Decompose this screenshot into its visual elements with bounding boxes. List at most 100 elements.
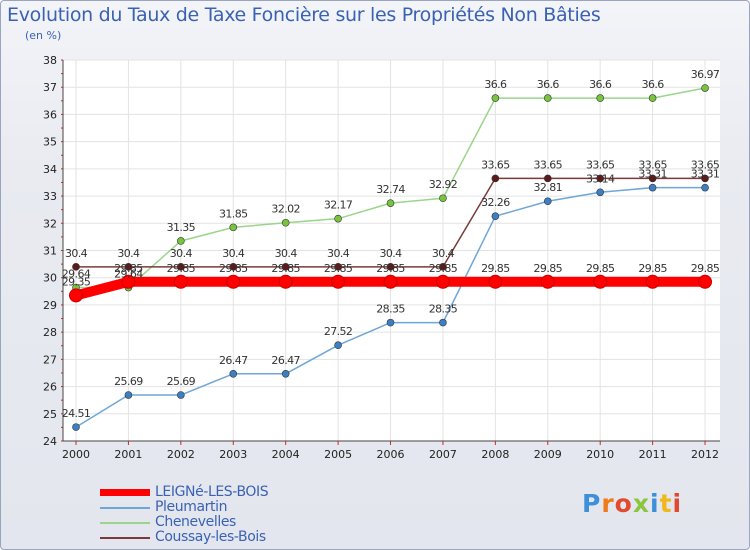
data-label: 25.69 bbox=[114, 375, 143, 388]
data-point bbox=[278, 274, 293, 289]
x-tick-label: 2010 bbox=[586, 448, 614, 461]
data-point bbox=[177, 237, 185, 245]
data-point bbox=[331, 274, 346, 289]
x-tick-label: 2004 bbox=[272, 448, 300, 461]
data-label: 31.85 bbox=[219, 207, 248, 220]
data-label: 25.69 bbox=[167, 375, 196, 388]
data-point bbox=[69, 288, 83, 303]
x-tick-label: 2006 bbox=[377, 448, 405, 461]
y-tick-label: 28 bbox=[43, 326, 57, 339]
data-label: 29.85 bbox=[534, 262, 563, 275]
data-label: 28.35 bbox=[429, 303, 458, 316]
data-point bbox=[645, 274, 660, 289]
data-point bbox=[281, 218, 290, 227]
legend-swatch-chenevelles bbox=[100, 522, 150, 524]
data-label: 36.6 bbox=[642, 78, 665, 91]
data-label: 29.64 bbox=[114, 268, 143, 281]
data-label: 29.85 bbox=[376, 262, 405, 275]
data-label: 32.17 bbox=[324, 199, 353, 212]
data-label: 36.97 bbox=[691, 68, 720, 81]
data-label: 32.26 bbox=[481, 196, 510, 209]
data-point bbox=[596, 174, 605, 183]
data-point bbox=[386, 318, 395, 327]
data-point bbox=[701, 183, 709, 192]
x-tick-label: 2000 bbox=[62, 448, 90, 461]
data-label: 33.65 bbox=[481, 158, 510, 171]
data-label: 32.02 bbox=[271, 203, 300, 216]
data-point bbox=[124, 263, 133, 271]
y-tick-label: 32 bbox=[43, 217, 57, 230]
data-label: 32.92 bbox=[429, 178, 458, 191]
data-point bbox=[439, 194, 447, 203]
data-point bbox=[334, 263, 342, 271]
legend-label-coussay: Coussay-les-Bois bbox=[155, 529, 266, 545]
data-point bbox=[593, 274, 608, 289]
data-point bbox=[488, 274, 503, 289]
legend-label-pleumartin: Pleumartin bbox=[155, 499, 228, 515]
data-label: 36.6 bbox=[537, 78, 560, 91]
proxiti-logo: Proxiti bbox=[582, 489, 683, 518]
data-label: 30.4 bbox=[327, 247, 350, 260]
data-label: 29.85 bbox=[271, 262, 300, 275]
data-label: 29.85 bbox=[219, 262, 248, 275]
data-point bbox=[334, 214, 342, 223]
data-label: 33.65 bbox=[691, 158, 720, 171]
data-label: 29.85 bbox=[429, 262, 458, 275]
data-point bbox=[173, 274, 188, 289]
data-point bbox=[72, 423, 80, 431]
data-point bbox=[124, 391, 133, 399]
data-point bbox=[698, 274, 713, 289]
y-tick-label: 36 bbox=[43, 108, 57, 121]
data-label: 29.35 bbox=[62, 275, 91, 288]
y-tick-label: 33 bbox=[43, 190, 57, 203]
data-label: 24.51 bbox=[62, 407, 91, 420]
data-point bbox=[543, 94, 552, 102]
data-point bbox=[281, 263, 290, 271]
y-tick-label: 25 bbox=[43, 408, 57, 421]
data-point bbox=[540, 274, 555, 289]
data-point bbox=[177, 263, 185, 271]
data-point bbox=[177, 391, 185, 399]
y-tick-label: 24 bbox=[43, 435, 57, 448]
data-point bbox=[543, 174, 552, 183]
data-label: 30.4 bbox=[117, 247, 140, 260]
data-point bbox=[383, 274, 398, 289]
data-label: 36.6 bbox=[589, 78, 612, 91]
data-label: 32.81 bbox=[534, 181, 563, 194]
legend-label-chenevelles: Chenevelles bbox=[155, 514, 236, 530]
data-label: 33.65 bbox=[638, 158, 667, 171]
y-tick-label: 37 bbox=[43, 81, 57, 94]
data-label: 29.85 bbox=[167, 262, 196, 275]
data-point bbox=[229, 369, 238, 378]
data-label: 31.35 bbox=[167, 221, 196, 234]
y-tick-label: 27 bbox=[43, 353, 57, 366]
data-label: 29.85 bbox=[114, 262, 143, 275]
data-label: 33.31 bbox=[691, 168, 720, 181]
y-tick-label: 29 bbox=[43, 299, 57, 312]
data-point bbox=[386, 199, 395, 207]
data-point bbox=[701, 174, 709, 183]
data-point bbox=[491, 94, 500, 102]
x-tick-label: 2011 bbox=[639, 448, 667, 461]
data-point bbox=[439, 263, 447, 271]
data-label: 26.47 bbox=[271, 354, 300, 367]
data-point bbox=[226, 274, 241, 289]
x-tick-label: 2001 bbox=[114, 448, 142, 461]
data-point bbox=[596, 188, 605, 197]
legend-swatch-coussay bbox=[100, 537, 150, 539]
chart-title: Evolution du Taux de Taxe Foncière sur l… bbox=[7, 4, 601, 26]
data-label: 33.31 bbox=[638, 168, 667, 181]
y-tick-label: 35 bbox=[43, 136, 57, 149]
data-label: 26.47 bbox=[219, 354, 248, 367]
data-point bbox=[229, 263, 238, 271]
data-label: 30.4 bbox=[379, 247, 402, 260]
legend-swatch-leigne bbox=[100, 489, 150, 496]
data-point bbox=[648, 94, 657, 102]
data-point bbox=[435, 274, 450, 289]
data-label: 30.4 bbox=[222, 247, 245, 260]
data-point bbox=[543, 197, 552, 206]
data-label: 29.85 bbox=[691, 262, 720, 275]
data-label: 33.14 bbox=[586, 172, 615, 185]
data-label: 28.35 bbox=[376, 303, 405, 316]
